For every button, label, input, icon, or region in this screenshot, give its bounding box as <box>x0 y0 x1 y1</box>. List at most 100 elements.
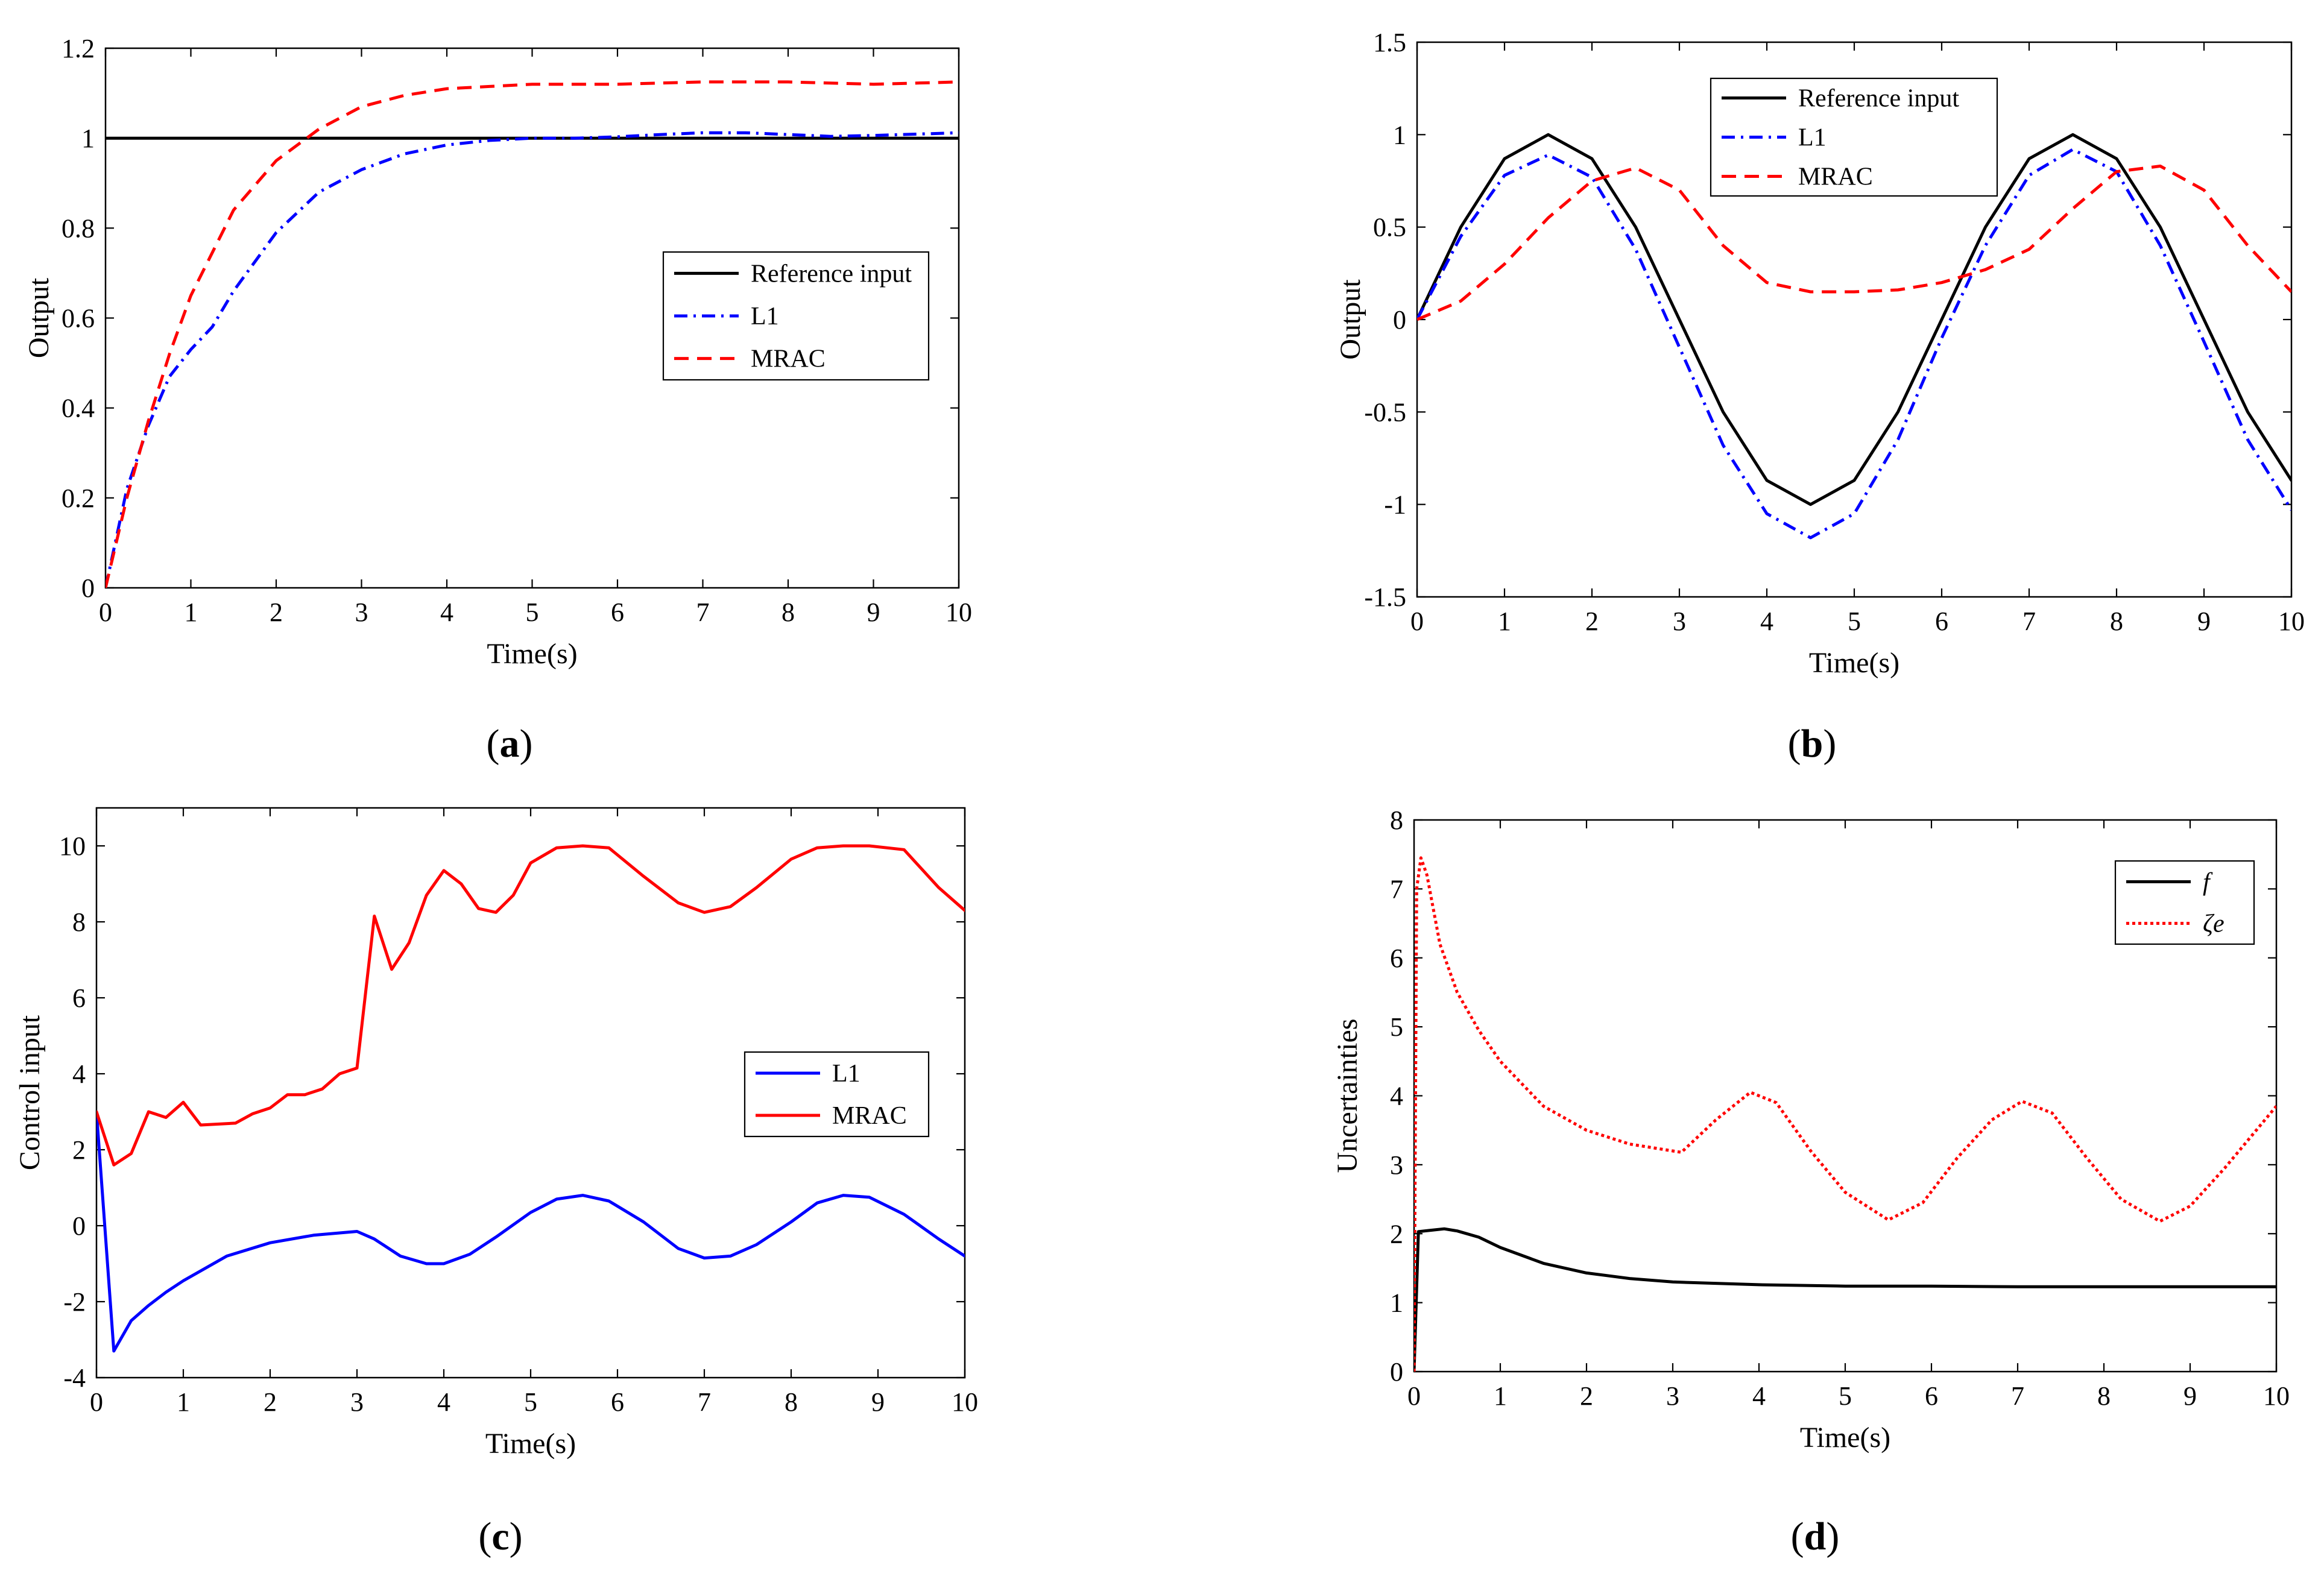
x-tick-label: 6 <box>611 597 624 627</box>
y-tick-label: 0 <box>1393 305 1406 335</box>
y-tick-label: 1 <box>1390 1288 1403 1318</box>
y-tick-label: 1.5 <box>1373 28 1406 57</box>
y-tick-label: -4 <box>63 1363 86 1393</box>
y-tick-label: 10 <box>59 831 86 861</box>
legend-label-l1: L1 <box>1798 124 1827 152</box>
x-axis-label: Time(s) <box>487 638 577 670</box>
y-tick-label: -1.5 <box>1364 582 1406 612</box>
legend: Reference input L1 MRAC <box>662 251 930 381</box>
legend: L1 MRAC <box>744 1051 930 1138</box>
y-tick-label: 0 <box>81 573 95 603</box>
series-line-f <box>1414 1227 2276 1372</box>
series-line-mrac <box>106 80 959 588</box>
legend-label-reference-input: Reference input <box>1798 85 1959 113</box>
x-axis-label: Time(s) <box>485 1428 576 1460</box>
series-line-mrac <box>96 844 965 1167</box>
legend-label-l1: L1 <box>832 1060 860 1088</box>
x-tick-label: 6 <box>1935 607 1948 636</box>
y-tick-label: -2 <box>63 1287 86 1317</box>
x-tick-label: 6 <box>611 1387 624 1417</box>
y-axis-label: Output <box>1334 279 1366 360</box>
x-tick-label: 0 <box>90 1387 103 1417</box>
y-axis-label: Uncertainties <box>1331 1019 1363 1173</box>
y-tick-label: 5 <box>1390 1012 1403 1042</box>
x-tick-label: 7 <box>696 597 710 627</box>
x-tick-label: 1 <box>1498 607 1511 636</box>
panel-d: 0 1 2 3 4 5 6 7 8 9 10 0 1 2 3 4 5 6 7 8 Time(s) Uncertaintie… <box>1331 805 2290 1559</box>
y-axis-label: Control input <box>14 1015 46 1170</box>
x-tick-label: 10 <box>952 1387 978 1417</box>
x-tick-label: 7 <box>698 1387 711 1417</box>
x-tick-label: 0 <box>1407 1381 1421 1411</box>
y-tick-label: 0.5 <box>1373 213 1406 242</box>
y-tick-label: -0.5 <box>1364 397 1406 427</box>
legend-box <box>2114 860 2255 945</box>
x-tick-label: 4 <box>1760 607 1773 636</box>
legend: fζe <box>2114 860 2255 945</box>
x-tick-label: 4 <box>440 597 453 627</box>
x-tick-label: 8 <box>2110 607 2123 636</box>
y-tick-label: 0.2 <box>62 484 95 513</box>
y-tick-label: 8 <box>1390 805 1403 835</box>
y-axis-label: Output <box>23 277 55 358</box>
x-tick-label: 9 <box>871 1387 885 1417</box>
series-line-l1 <box>96 1110 965 1353</box>
y-tick-label: 1 <box>1393 120 1406 150</box>
x-tick-label: 5 <box>1848 607 1861 636</box>
x-tick-label: 10 <box>2278 607 2305 636</box>
x-tick-label: 3 <box>355 597 368 627</box>
x-tick-label: 1 <box>1494 1381 1507 1411</box>
x-tick-label: 8 <box>2097 1381 2111 1411</box>
y-tick-label: 3 <box>1390 1150 1403 1180</box>
x-tick-label: 9 <box>2183 1381 2197 1411</box>
legend-label-mrac: MRAC <box>1798 163 1873 191</box>
legend-box <box>744 1051 930 1138</box>
series-line-reference-input <box>1417 133 2291 506</box>
legend-label-mrac: MRAC <box>832 1102 907 1130</box>
panel-label: (a) <box>487 722 533 766</box>
x-tick-label: 6 <box>1925 1381 1938 1411</box>
series-group <box>106 80 959 588</box>
x-tick-label: 10 <box>2263 1381 2290 1411</box>
x-tick-label: 5 <box>526 597 539 627</box>
y-tick-label: 2 <box>1390 1219 1403 1249</box>
y-tick-label: 0.8 <box>62 213 95 243</box>
x-tick-label: 9 <box>2197 607 2211 636</box>
panel-a: 0 1 2 3 4 5 6 7 8 9 10 0 0.2 0.4 0.6 0.8 1 1.2 Time(s) Outp… <box>23 34 972 766</box>
y-tick-label: 8 <box>72 907 86 937</box>
legend: Reference input L1 MRAC <box>1710 77 1998 197</box>
y-tick-label: 0 <box>1390 1357 1403 1387</box>
series-line-mrac <box>1417 165 2291 321</box>
x-tick-label: 1 <box>185 597 198 627</box>
series-group <box>96 844 965 1353</box>
x-tick-label: 7 <box>2011 1381 2024 1411</box>
x-tick-label: 0 <box>99 597 112 627</box>
panel-label: (b) <box>1788 722 1837 766</box>
x-tick-label: 2 <box>1585 607 1599 636</box>
y-tick-label: 0.6 <box>62 304 95 333</box>
x-tick-label: 9 <box>867 597 880 627</box>
panel-b: 0 1 2 3 4 5 6 7 8 9 10 -1.5 -1 -0.5 0 0.5 1 1.5 Time(s) Out… <box>1334 28 2305 766</box>
series-group <box>1417 133 2291 540</box>
x-tick-label: 5 <box>1839 1381 1852 1411</box>
legend-label-l1: L1 <box>751 303 779 330</box>
x-tick-label: 2 <box>270 597 283 627</box>
x-tick-label: 4 <box>437 1387 450 1417</box>
x-axis-label: Time(s) <box>1800 1422 1890 1454</box>
legend-label-e: ζe <box>2203 910 2225 938</box>
x-tick-label: 10 <box>946 597 972 627</box>
legend-label-reference-input: Reference input <box>751 260 912 288</box>
x-tick-label: 0 <box>1410 607 1424 636</box>
y-tick-label: 2 <box>72 1135 86 1165</box>
x-tick-label: 3 <box>1666 1381 1679 1411</box>
series-line-l1 <box>106 131 959 588</box>
x-axis-label: Time(s) <box>1809 647 1899 679</box>
legend-label-mrac: MRAC <box>751 345 826 373</box>
series-line-e <box>1414 856 2276 1372</box>
y-tick-label: 1 <box>81 124 95 153</box>
y-tick-label: 1.2 <box>62 34 95 63</box>
y-tick-label: 0.4 <box>62 394 95 423</box>
x-tick-label: 7 <box>2022 607 2036 636</box>
series-line-l1 <box>1417 148 2291 540</box>
